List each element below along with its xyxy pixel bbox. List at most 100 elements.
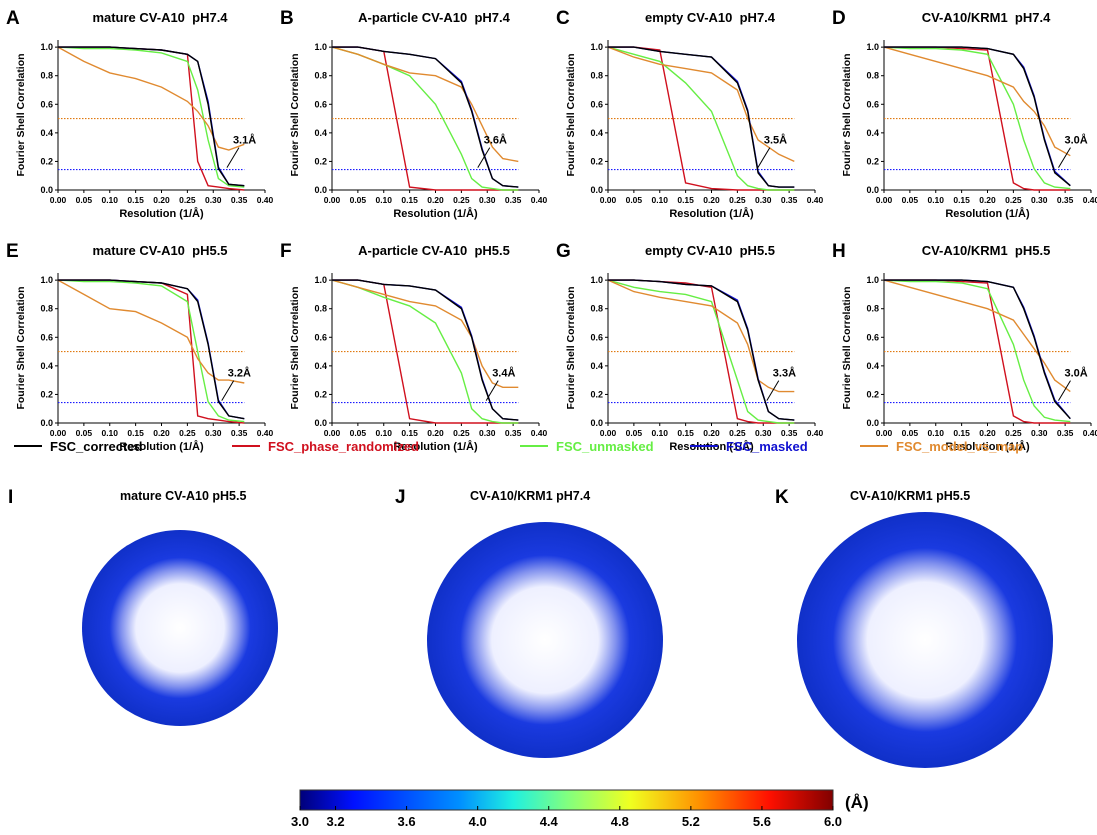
resolution-label: 3.0Å xyxy=(1064,367,1087,380)
x-tick-label: 0.35 xyxy=(231,428,248,438)
map-letter: I xyxy=(8,487,13,508)
x-tick-label: 0.30 xyxy=(755,428,772,438)
x-tick-label: 0.10 xyxy=(651,428,668,438)
x-tick-label: 0.00 xyxy=(600,428,617,438)
fsc-curve xyxy=(884,47,1070,186)
x-tick-label: 0.20 xyxy=(703,428,720,438)
x-tick-label: 0.20 xyxy=(979,428,996,438)
x-tick-label: 0.10 xyxy=(375,428,392,438)
x-tick-label: 0.40 xyxy=(531,195,548,205)
x-tick-label: 0.25 xyxy=(453,195,470,205)
x-tick-label: 0.10 xyxy=(651,195,668,205)
y-tick-label: 0.6 xyxy=(866,99,879,109)
y-tick-label: 0.6 xyxy=(40,332,53,342)
fsc-curve xyxy=(884,280,1070,419)
y-tick-label: 1.0 xyxy=(866,275,879,285)
x-tick-label: 0.20 xyxy=(427,195,444,205)
fsc-curve xyxy=(58,47,244,186)
fsc-curve xyxy=(332,47,518,187)
chart-title: mature CV-A10 pH5.5 xyxy=(92,243,227,258)
fsc-curve xyxy=(884,47,1070,186)
x-tick-label: 0.00 xyxy=(324,428,341,438)
x-tick-label: 0.15 xyxy=(401,428,418,438)
y-tick-label: 0.0 xyxy=(866,185,879,195)
x-tick-label: 0.40 xyxy=(1083,195,1097,205)
colorbar-tick-label: 5.2 xyxy=(682,814,700,829)
x-tick-label: 0.35 xyxy=(505,195,522,205)
x-tick-label: 0.40 xyxy=(1083,428,1097,438)
y-tick-label: 0.8 xyxy=(314,71,327,81)
fsc-curve xyxy=(608,47,794,187)
x-tick-label: 0.35 xyxy=(781,195,798,205)
fsc-curve xyxy=(58,280,244,422)
x-tick-label: 0.30 xyxy=(205,428,222,438)
panel-letter: B xyxy=(280,8,294,29)
fsc-curve xyxy=(332,280,518,420)
resolution-label: 3.1Å xyxy=(233,134,256,147)
y-tick-label: 0.4 xyxy=(314,361,327,371)
map-title: CV-A10/KRM1 pH5.5 xyxy=(850,489,970,503)
x-tick-label: 0.10 xyxy=(927,428,944,438)
x-tick-label: 0.05 xyxy=(76,195,93,205)
x-tick-label: 0.05 xyxy=(902,428,919,438)
resolution-arrow xyxy=(222,381,234,401)
x-tick-label: 0.40 xyxy=(257,195,274,205)
y-tick-label: 0.8 xyxy=(314,304,327,314)
resolution-label: 3.2Å xyxy=(228,367,251,380)
resolution-label: 3.5Å xyxy=(764,134,787,147)
x-tick-label: 0.10 xyxy=(101,428,118,438)
x-tick-label: 0.00 xyxy=(876,195,893,205)
y-axis-label: Fourier Shell Correlation xyxy=(565,286,577,409)
resolution-label: 3.4Å xyxy=(492,367,515,380)
x-tick-label: 0.00 xyxy=(50,428,67,438)
x-tick-label: 0.05 xyxy=(350,195,367,205)
y-tick-label: 0.6 xyxy=(314,99,327,109)
fsc-curve xyxy=(58,47,244,150)
panel-letter: C xyxy=(556,8,570,29)
fsc-curve xyxy=(884,280,1070,419)
fsc-curve xyxy=(608,280,794,420)
colorbar-tick-label: 5.6 xyxy=(753,814,771,829)
fsc-curve xyxy=(884,47,1070,189)
x-tick-label: 0.35 xyxy=(781,428,798,438)
fsc-curve xyxy=(58,47,244,186)
x-tick-label: 0.10 xyxy=(375,195,392,205)
x-tick-label: 0.40 xyxy=(257,428,274,438)
y-tick-label: 0.0 xyxy=(590,185,603,195)
fsc-curve xyxy=(58,280,244,419)
y-tick-label: 0.8 xyxy=(866,304,879,314)
map-title: CV-A10/KRM1 pH7.4 xyxy=(470,489,590,503)
y-tick-label: 0.8 xyxy=(590,304,603,314)
y-tick-label: 0.0 xyxy=(866,418,879,428)
y-axis-label: Fourier Shell Correlation xyxy=(289,286,301,409)
y-tick-label: 0.4 xyxy=(40,361,53,371)
y-tick-label: 0.4 xyxy=(590,361,603,371)
chart-title: CV-A10/KRM1 pH7.4 xyxy=(922,10,1051,25)
y-tick-label: 1.0 xyxy=(866,42,879,52)
y-axis-label: Fourier Shell Correlation xyxy=(565,53,577,176)
y-tick-label: 1.0 xyxy=(314,275,327,285)
figure: Amature CV-A10 pH7.40.00.20.40.60.81.00.… xyxy=(0,0,1097,830)
panel-letter: G xyxy=(556,241,571,262)
chart-title: empty CV-A10 pH5.5 xyxy=(645,243,775,258)
x-tick-label: 0.20 xyxy=(703,195,720,205)
y-tick-label: 0.2 xyxy=(40,389,53,399)
y-tick-label: 0.0 xyxy=(314,185,327,195)
legend-label: FSC_masked xyxy=(726,439,808,454)
x-tick-label: 0.10 xyxy=(927,195,944,205)
y-tick-label: 0.0 xyxy=(40,185,53,195)
x-tick-label: 0.30 xyxy=(479,195,496,205)
map-letter: J xyxy=(395,487,406,508)
colorbar-tick-label: 6.0 xyxy=(824,814,842,829)
y-tick-label: 0.8 xyxy=(40,304,53,314)
panel-letter: A xyxy=(6,8,20,29)
map-title: mature CV-A10 pH5.5 xyxy=(120,489,246,503)
y-tick-label: 0.6 xyxy=(590,99,603,109)
x-tick-label: 0.05 xyxy=(626,195,643,205)
x-tick-label: 0.20 xyxy=(153,195,170,205)
x-tick-label: 0.05 xyxy=(76,428,93,438)
y-tick-label: 0.8 xyxy=(590,71,603,81)
y-tick-label: 1.0 xyxy=(40,42,53,52)
y-axis-label: Fourier Shell Correlation xyxy=(15,286,27,409)
x-tick-label: 0.25 xyxy=(1005,428,1022,438)
